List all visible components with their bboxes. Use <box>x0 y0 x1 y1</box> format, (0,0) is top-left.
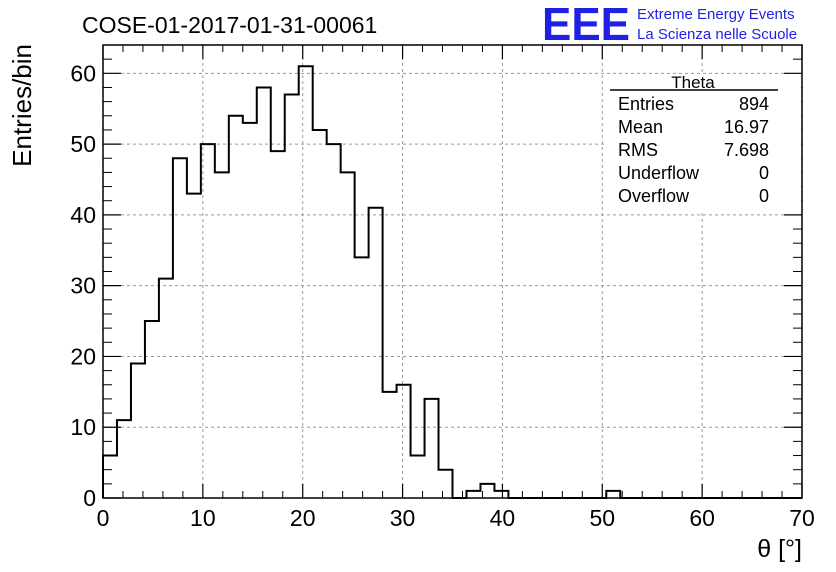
histogram-bin-16 <box>327 144 341 498</box>
histogram-bin-14 <box>299 66 313 498</box>
y-tick-label-60: 60 <box>70 60 96 86</box>
x-tick-label-50: 50 <box>589 505 615 531</box>
logo-line1: Extreme Energy Events <box>637 6 795 23</box>
histogram-bin-10 <box>243 123 257 498</box>
x-tick-label-70: 70 <box>789 505 815 531</box>
stats-value-underflow: 0 <box>759 163 769 183</box>
histogram-bin-23 <box>425 399 439 498</box>
x-tick-label-10: 10 <box>190 505 216 531</box>
stats-box-title: Theta <box>671 73 715 92</box>
stats-label-rms: RMS <box>618 140 658 160</box>
histogram-outline <box>102 65 802 499</box>
x-tick-label-40: 40 <box>490 505 516 531</box>
histogram-bin-9 <box>229 116 243 498</box>
histogram-bin-36 <box>606 491 620 498</box>
x-tick-label-0: 0 <box>97 505 110 531</box>
y-axis-label: Entries/bin <box>7 44 37 167</box>
stats-box-frame <box>607 75 801 213</box>
histogram-bin-21 <box>397 385 411 498</box>
stats-label-overflow: Overflow <box>618 186 690 206</box>
x-tick-label-20: 20 <box>290 505 316 531</box>
stats-value-rms: 7.698 <box>724 140 769 160</box>
y-tick-label-10: 10 <box>70 414 96 440</box>
histogram-bin-26 <box>466 491 480 498</box>
stats-value-entries: 894 <box>739 94 769 114</box>
x-tick-label-60: 60 <box>689 505 715 531</box>
histogram-bin-18 <box>355 257 369 498</box>
stats-box: Theta Entries 894 Mean 16.97 RMS 7.698 Underfl… <box>607 73 801 213</box>
y-tick-label-40: 40 <box>70 202 96 228</box>
histogram-bin-17 <box>341 172 355 498</box>
histogram-bin-4 <box>159 279 173 498</box>
stats-value-overflow: 0 <box>759 186 769 206</box>
histogram-bin-20 <box>383 392 397 498</box>
x-axis-label: θ [°] <box>757 535 802 563</box>
histogram-bin-3 <box>145 321 159 498</box>
x-tick-label-30: 30 <box>390 505 416 531</box>
histogram-bin-5 <box>173 158 187 498</box>
chart-title: COSE-01-2017-01-31-00061 <box>82 12 377 38</box>
histogram-bin-19 <box>369 208 383 498</box>
histogram-bin-24 <box>439 470 453 498</box>
stats-label-underflow: Underflow <box>618 163 700 183</box>
y-tick-label-20: 20 <box>70 343 96 369</box>
logo-mark: EEE <box>542 0 630 50</box>
histogram-bin-1 <box>117 420 131 498</box>
histogram-bin-28 <box>494 491 508 498</box>
logo-line2: La Scienza nelle Scuole <box>637 26 797 43</box>
histogram-bars <box>102 65 802 499</box>
histogram-bin-8 <box>215 172 229 498</box>
y-tick-label-30: 30 <box>70 273 96 299</box>
y-tick-label-50: 50 <box>70 131 96 157</box>
histogram-bin-11 <box>257 87 271 498</box>
grid <box>103 45 802 498</box>
logo: EEE Extreme Energy Events La Scienza nel… <box>542 0 797 50</box>
stats-label-mean: Mean <box>618 117 663 137</box>
histogram-bin-13 <box>285 95 299 498</box>
histogram-bin-0 <box>103 456 117 498</box>
stats-value-mean: 16.97 <box>724 117 769 137</box>
histogram-bin-6 <box>187 194 201 498</box>
stats-label-entries: Entries <box>618 94 674 114</box>
histogram-bin-12 <box>271 151 285 498</box>
y-tick-label-0: 0 <box>83 485 96 511</box>
histogram-bin-2 <box>131 364 145 498</box>
histogram-bin-15 <box>313 130 327 498</box>
